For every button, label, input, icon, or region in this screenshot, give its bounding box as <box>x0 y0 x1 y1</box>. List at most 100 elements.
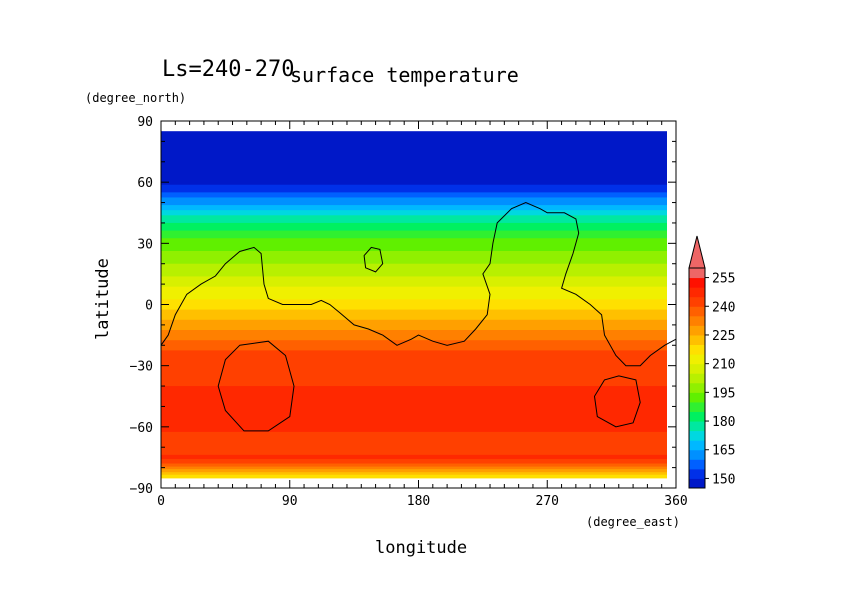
closed-contour-line <box>593 375 641 428</box>
colorbar-segment <box>689 401 705 412</box>
temperature-band <box>161 225 667 229</box>
temperature-band <box>161 335 667 339</box>
temperature-band <box>161 437 667 441</box>
temperature-band <box>161 294 667 298</box>
colorbar-label: 195 <box>712 386 735 401</box>
temperature-band <box>161 268 667 272</box>
temperature-band <box>161 256 667 260</box>
temperature-band <box>161 317 667 321</box>
temperature-band <box>161 253 667 257</box>
temperature-band <box>161 187 667 191</box>
colorbar-segment <box>689 306 705 317</box>
temperature-band <box>161 301 667 306</box>
colorbar-label: 240 <box>712 300 735 315</box>
colorbar-frame <box>688 267 706 489</box>
temperature-band <box>161 286 667 290</box>
temperature-band <box>161 416 667 423</box>
temperature-band <box>161 156 667 171</box>
temperature-band <box>161 212 667 216</box>
temperature-band <box>161 365 667 372</box>
temperature-band <box>161 215 667 219</box>
temperature-band <box>161 470 667 473</box>
temperature-band <box>161 200 667 204</box>
temperature-band <box>161 197 667 201</box>
temperature-band <box>161 222 667 227</box>
temperature-band <box>161 205 667 209</box>
temperature-band <box>161 304 667 308</box>
y-tick-label: −60 <box>130 421 153 436</box>
temperature-band <box>161 411 667 418</box>
colorbar-label: 225 <box>712 329 735 344</box>
temperature-band <box>161 319 667 323</box>
temperature-band <box>161 391 667 397</box>
temperature-band <box>161 312 667 316</box>
colorbar-segment <box>689 315 705 326</box>
plot-axes: 0 90 180 270 360 90 60 30 0 −30 −60 −90 <box>130 115 688 509</box>
colorbar-label: 180 <box>712 415 735 430</box>
temperature-band <box>161 291 667 295</box>
temperature-band <box>161 248 667 252</box>
temperature-band <box>161 476 667 479</box>
temperature-band <box>161 307 667 311</box>
temperature-band <box>161 449 667 453</box>
temperature-band <box>161 266 667 270</box>
temperature-band <box>161 276 667 280</box>
y-tick-label: 0 <box>145 299 153 314</box>
temperature-band <box>161 210 667 214</box>
temperature-band <box>161 458 667 462</box>
temperature-band <box>161 235 667 239</box>
temperature-band <box>161 342 667 346</box>
x-tick-label: 180 <box>407 494 430 509</box>
temperature-band <box>161 258 667 262</box>
temperature-band <box>161 452 667 456</box>
temperature-band <box>161 189 667 193</box>
temperature-band <box>161 363 667 367</box>
temperature-band <box>161 329 667 334</box>
temperature-band <box>161 352 667 357</box>
temperature-band <box>161 421 667 428</box>
temperature-band <box>161 467 667 470</box>
temperature-band <box>161 347 667 351</box>
temperature-band <box>161 475 667 478</box>
temperature-band <box>161 406 667 413</box>
temperature-band <box>161 192 667 196</box>
temperature-band <box>161 466 667 469</box>
y-tick-label: −90 <box>130 482 153 497</box>
colorbar-segment <box>689 392 705 403</box>
temperature-band <box>161 194 667 199</box>
temperature-band <box>161 184 667 188</box>
colorbar-segment <box>689 440 705 451</box>
colorbar-segment <box>689 449 705 460</box>
temperature-band <box>161 332 667 336</box>
temperature-band <box>161 360 667 364</box>
closed-contour-line <box>217 340 295 432</box>
colorbar-segment <box>689 478 705 489</box>
colorbar-segment <box>689 296 705 307</box>
colorbar-segment <box>689 287 705 298</box>
colorbar-label: 150 <box>712 472 735 487</box>
temperature-band <box>161 279 667 283</box>
colorbar-segment <box>689 363 705 374</box>
temperature-band <box>161 220 667 224</box>
x-tick-label: 360 <box>664 494 687 509</box>
x-axis-label: longitude <box>375 538 467 558</box>
temperature-field <box>161 131 667 479</box>
temperature-band <box>161 474 667 477</box>
colorbar: 255 240 225 210 195 180 165 150 <box>688 235 735 489</box>
colorbar-segment <box>689 344 705 355</box>
temperature-band <box>161 442 667 446</box>
temperature-band <box>161 217 667 221</box>
temperature-band <box>161 309 667 313</box>
colorbar-segment <box>689 268 705 279</box>
temperature-band <box>161 429 667 433</box>
temperature-band <box>161 460 667 463</box>
y-tick-label: 30 <box>137 237 153 252</box>
colorbar-segment <box>689 373 705 384</box>
temperature-band <box>161 243 667 247</box>
temperature-band <box>161 444 667 448</box>
x-tick-label: 90 <box>282 494 298 509</box>
temperature-band <box>161 202 667 206</box>
temperature-band <box>161 250 667 255</box>
temperature-band <box>161 245 667 250</box>
